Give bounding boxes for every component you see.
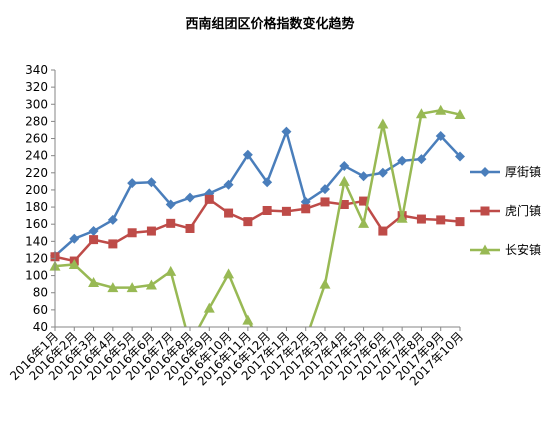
- point: [262, 177, 273, 188]
- point: [319, 278, 331, 289]
- point: [127, 178, 138, 189]
- point: [166, 218, 176, 228]
- point: [89, 235, 99, 245]
- point: [415, 108, 427, 119]
- point: [377, 167, 388, 178]
- point: [108, 239, 118, 249]
- series-line: [54, 197, 461, 263]
- y-tick-label: 200: [25, 183, 48, 197]
- point: [146, 177, 157, 188]
- point: [223, 179, 234, 190]
- point: [480, 167, 490, 177]
- point: [107, 214, 118, 225]
- point: [454, 109, 466, 120]
- y-tick-label: 180: [25, 200, 48, 214]
- point: [397, 155, 408, 166]
- y-tick-label: 220: [25, 166, 48, 180]
- point: [416, 154, 427, 165]
- legend-label: 虎门镇: [505, 203, 541, 218]
- point: [262, 205, 272, 215]
- point: [88, 276, 100, 287]
- point: [165, 265, 177, 276]
- point: [68, 258, 80, 269]
- y-tick-label: 100: [25, 269, 48, 283]
- point: [436, 215, 446, 225]
- point: [145, 279, 157, 290]
- point: [243, 217, 253, 227]
- point: [301, 204, 311, 214]
- point: [480, 206, 490, 216]
- point: [416, 214, 426, 224]
- point: [88, 226, 99, 237]
- y-tick-label: 240: [25, 149, 48, 163]
- y-tick-label: 120: [25, 251, 48, 265]
- point: [435, 104, 447, 115]
- point: [204, 194, 214, 204]
- point: [435, 130, 446, 141]
- point: [281, 126, 292, 137]
- point: [107, 282, 119, 293]
- point: [185, 223, 195, 233]
- y-tick-label: 300: [25, 97, 48, 111]
- series-line: [54, 127, 461, 257]
- point: [127, 228, 137, 238]
- point: [281, 206, 291, 216]
- point: [320, 197, 330, 207]
- point: [320, 184, 330, 195]
- point: [338, 175, 350, 186]
- point: [455, 151, 465, 162]
- series-line: [54, 108, 461, 327]
- y-tick-label: 160: [25, 217, 48, 231]
- point: [479, 244, 491, 255]
- y-tick-label: 40: [33, 320, 48, 334]
- point: [242, 149, 253, 160]
- point: [185, 192, 195, 203]
- legend-label: 长安镇: [505, 242, 541, 257]
- y-tick-label: 280: [25, 114, 48, 128]
- point: [165, 199, 176, 210]
- point: [223, 268, 235, 279]
- point: [377, 118, 389, 129]
- point: [203, 302, 215, 313]
- point: [455, 217, 465, 227]
- point: [378, 226, 388, 236]
- point: [224, 208, 234, 218]
- point: [146, 226, 156, 236]
- point: [339, 199, 349, 209]
- point: [396, 212, 408, 223]
- point: [358, 171, 369, 182]
- point: [126, 282, 138, 293]
- point: [359, 196, 369, 206]
- y-tick-label: 340: [25, 63, 48, 77]
- point: [69, 233, 80, 244]
- y-tick-label: 60: [33, 303, 48, 317]
- legend-label: 厚街镇: [505, 165, 541, 179]
- y-tick-label: 320: [25, 80, 48, 94]
- y-tick-label: 260: [25, 132, 48, 146]
- y-tick-label: 80: [33, 286, 48, 300]
- point: [339, 160, 350, 171]
- point: [358, 217, 370, 228]
- plot-area: [49, 104, 466, 327]
- point: [242, 314, 254, 325]
- chart-title: 西南组团区价格指数变化趋势: [185, 16, 354, 32]
- y-tick-label: 140: [25, 234, 48, 248]
